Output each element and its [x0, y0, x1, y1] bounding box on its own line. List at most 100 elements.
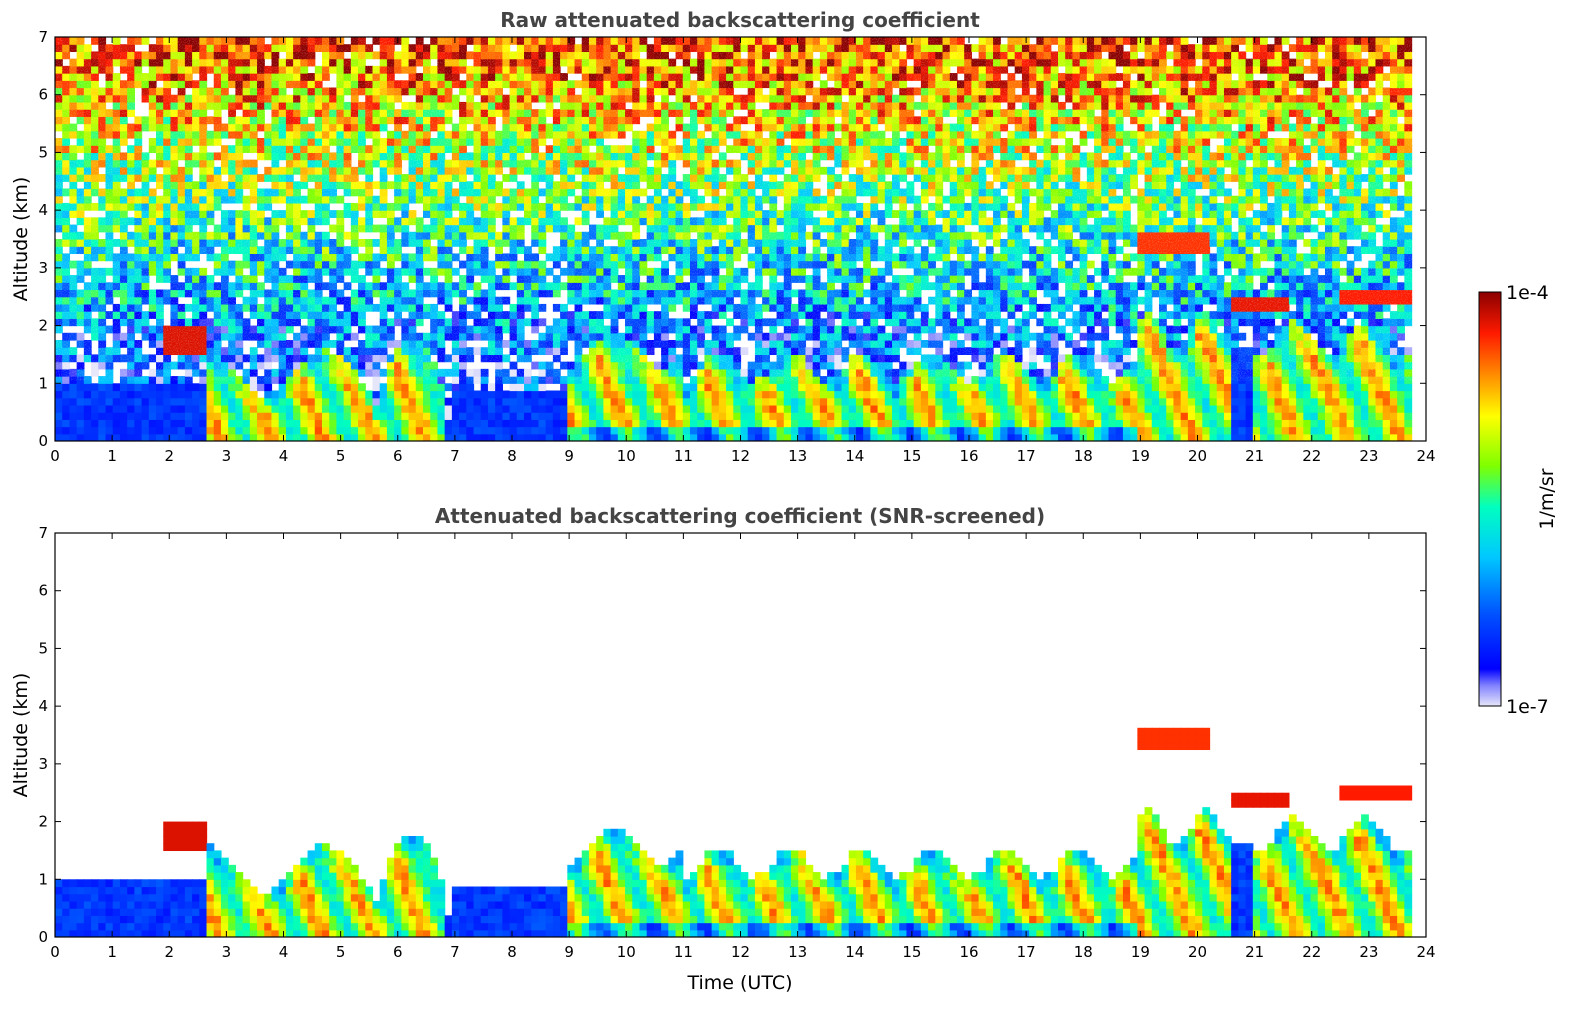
heatmap-cell	[228, 404, 236, 413]
heatmap-cell	[257, 412, 265, 420]
heatmap-cell	[343, 419, 352, 428]
heatmap-cell	[625, 426, 633, 435]
heatmap-cell	[343, 390, 352, 399]
heatmap-cell	[567, 426, 576, 435]
heatmap-cell	[235, 419, 244, 428]
heatmap-cell	[119, 433, 128, 441]
heatmap-cell	[401, 390, 410, 399]
heatmap-cell	[726, 419, 734, 428]
heatmap-cell	[386, 419, 395, 428]
heatmap-cell	[437, 383, 446, 392]
heatmap-cell	[314, 412, 323, 420]
heatmap-cell	[156, 419, 164, 428]
heatmap-cell	[625, 433, 633, 441]
heatmap-cell	[264, 419, 273, 428]
heatmap-cell	[711, 433, 720, 441]
heatmap-cell	[141, 383, 150, 392]
heatmap-cell	[560, 397, 568, 406]
heatmap-cell	[661, 426, 669, 435]
heatmap-cell	[112, 404, 121, 413]
heatmap-cell	[62, 412, 71, 420]
heatmap-cell	[661, 390, 669, 399]
heatmap-cell	[69, 419, 78, 428]
heatmap-cell	[365, 426, 374, 435]
heatmap-cell	[754, 426, 763, 435]
heatmap-cell	[632, 412, 641, 420]
heatmap-cell	[69, 426, 78, 435]
heatmap-cell	[560, 383, 568, 392]
heatmap-cell	[358, 433, 366, 441]
heatmap-cell	[134, 383, 143, 392]
heatmap-cell	[466, 404, 475, 413]
heatmap-cell	[141, 433, 150, 441]
heatmap-cell	[112, 383, 121, 392]
heatmap-cell	[581, 412, 590, 420]
heatmap-cell	[285, 404, 294, 413]
heatmap-cell	[603, 426, 612, 435]
heatmap-cell	[300, 404, 309, 413]
heatmap-cell	[192, 433, 200, 441]
heatmap-cell	[754, 383, 763, 392]
heatmap-cell	[220, 412, 229, 420]
heatmap-cell	[91, 397, 99, 406]
heatmap-cell	[271, 419, 280, 428]
heatmap-cell	[516, 397, 525, 406]
heatmap-cell	[653, 390, 662, 399]
heatmap-cell	[314, 390, 323, 399]
heatmap-cell	[754, 390, 763, 399]
heatmap-cell	[552, 397, 561, 406]
heatmap-cell	[307, 426, 316, 435]
heatmap-cell	[560, 426, 568, 435]
heatmap-cell	[83, 404, 92, 413]
heatmap-cell	[415, 404, 424, 413]
heatmap-cell	[55, 433, 63, 441]
heatmap-cell	[300, 412, 309, 420]
heatmap-cell	[704, 419, 713, 428]
heatmap-cell	[632, 419, 641, 428]
heatmap-cell	[776, 390, 785, 399]
heatmap-cell	[358, 426, 366, 435]
heatmap-cell	[257, 426, 265, 435]
heatmap-cell	[747, 412, 756, 420]
heatmap-cell	[192, 412, 200, 420]
heatmap-cell	[415, 426, 424, 435]
heatmap-cell	[668, 390, 677, 399]
heatmap-cell	[509, 412, 518, 420]
heatmap-cell	[625, 390, 633, 399]
heatmap-cell	[747, 426, 756, 435]
heatmap-cell	[610, 397, 619, 406]
heatmap-cell	[408, 433, 417, 441]
heatmap-cell	[379, 433, 388, 441]
heatmap-cell	[249, 404, 258, 413]
heatmap-cell	[473, 404, 482, 413]
heatmap-cell	[632, 426, 641, 435]
heatmap-cell	[293, 412, 301, 420]
heatmap-cell	[574, 390, 583, 399]
heatmap-cell	[220, 390, 229, 399]
heatmap-cell	[415, 433, 424, 441]
heatmap-cell	[91, 383, 99, 392]
heatmap-cell	[560, 433, 568, 441]
heatmap-cell	[776, 383, 785, 392]
heatmap-cell	[76, 390, 85, 399]
heatmap-cell	[538, 383, 547, 392]
heatmap-cell	[588, 383, 597, 392]
heatmap-cell	[560, 390, 568, 399]
panel-raw-heatmap	[55, 37, 1426, 441]
heatmap-cell	[603, 397, 612, 406]
heatmap-cell	[538, 390, 547, 399]
heatmap-cell	[119, 404, 128, 413]
heatmap-cell	[170, 383, 179, 392]
heatmap-cell	[55, 426, 63, 435]
heatmap-cell	[372, 412, 381, 420]
heatmap-cell	[112, 412, 121, 420]
heatmap-cell	[740, 397, 749, 406]
heatmap-cell	[278, 419, 287, 428]
heatmap-cell	[495, 397, 503, 406]
heatmap-cell	[437, 404, 446, 413]
heatmap-cell	[610, 412, 619, 420]
heatmap-cell	[365, 412, 374, 420]
heatmap-cell	[617, 433, 626, 441]
heatmap-cell	[480, 426, 489, 435]
heatmap-cell	[55, 404, 63, 413]
